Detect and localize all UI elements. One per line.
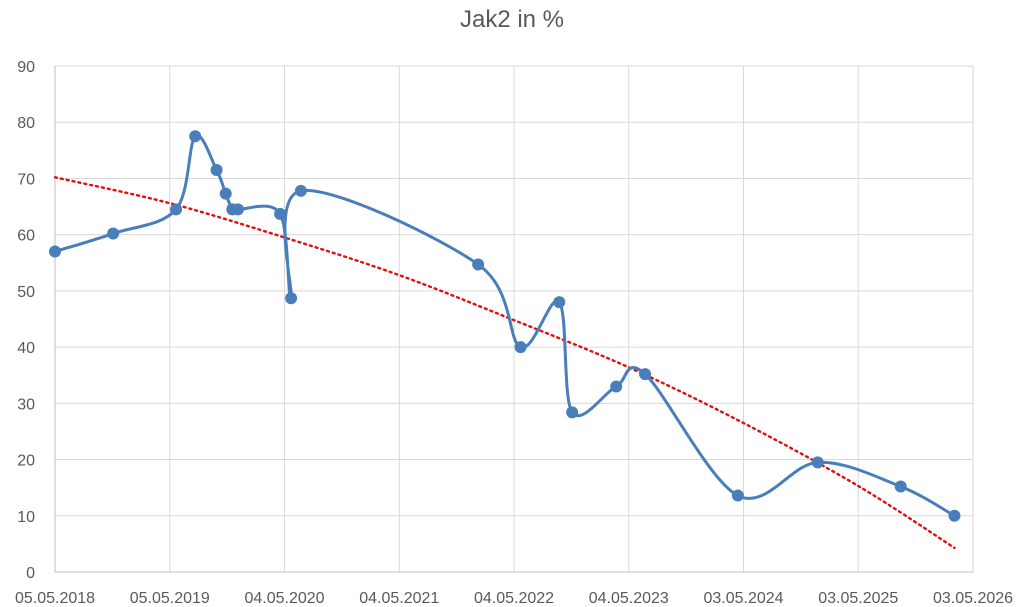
- data-point: [285, 292, 298, 305]
- data-point: [553, 296, 566, 309]
- data-point: [639, 368, 652, 381]
- data-point: [894, 480, 907, 493]
- data-point: [472, 258, 485, 271]
- x-tick-label: 04.05.2020: [244, 590, 324, 607]
- data-point: [514, 341, 527, 354]
- y-tick-label: 0: [26, 565, 35, 582]
- y-tick-label: 90: [17, 59, 35, 76]
- y-tick-label: 10: [17, 509, 35, 526]
- y-tick-label: 40: [17, 340, 35, 357]
- chart-title: Jak2 in %: [459, 6, 565, 33]
- data-point: [49, 245, 61, 258]
- data-point: [274, 207, 287, 220]
- data-point: [294, 184, 307, 197]
- series-line: [54, 133, 956, 518]
- data-point: [189, 130, 202, 143]
- data-point: [231, 203, 244, 216]
- x-tick-label: 04.05.2022: [474, 590, 554, 607]
- x-tick-label: 03.05.2024: [703, 590, 783, 607]
- x-tick-label: 05.05.2019: [130, 590, 210, 607]
- data-point: [566, 406, 579, 419]
- y-tick-label: 20: [17, 453, 35, 470]
- y-tick-label: 60: [17, 228, 35, 245]
- y-tick-label: 30: [17, 396, 35, 413]
- data-point: [948, 509, 961, 522]
- x-tick-label: 04.05.2021: [359, 590, 439, 607]
- x-tick-label: 03.05.2026: [933, 590, 1013, 607]
- y-tick-label: 50: [17, 284, 35, 301]
- trendline: [53, 176, 956, 550]
- x-tick-label: 05.05.2018: [15, 590, 95, 607]
- x-tick-label: 03.05.2025: [818, 590, 898, 607]
- y-tick-label: 80: [17, 115, 35, 132]
- data-point: [219, 187, 232, 200]
- data-point: [210, 164, 223, 177]
- data-point: [170, 203, 183, 216]
- data-point: [107, 227, 120, 240]
- y-tick-label: 70: [17, 171, 35, 188]
- data-point: [811, 456, 824, 469]
- x-tick-label: 04.05.2023: [589, 590, 669, 607]
- data-point: [610, 380, 623, 393]
- data-point: [731, 489, 744, 502]
